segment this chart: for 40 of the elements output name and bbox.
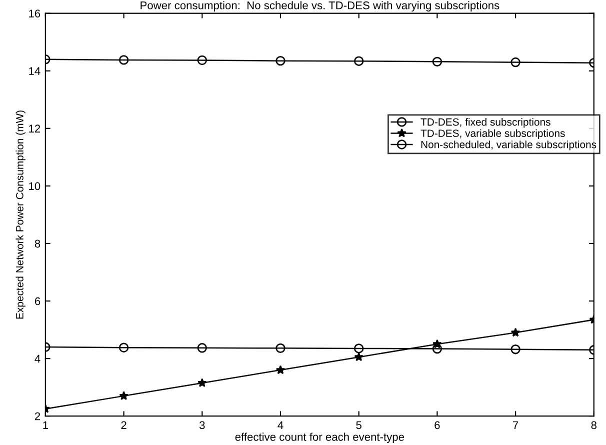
point (276, 343, 286, 354)
point (197, 378, 207, 388)
x-tick-label: 1 (43, 421, 48, 429)
y-tick-label: 10 (29, 182, 40, 190)
y-tick-label: 16 (29, 10, 40, 18)
x-tick-label: 5 (356, 421, 362, 430)
point (354, 344, 364, 354)
legend-label: TD-DES, variable subscriptions (420, 129, 565, 140)
x-tick-label: 6 (434, 421, 440, 430)
point (510, 57, 520, 68)
y-tick-label: 4 (34, 354, 40, 363)
y-tick-label: 2 (34, 412, 40, 420)
y-axis-title: Expected Network Power Consumption (mW) (16, 110, 26, 319)
y-tick-label: 14 (29, 67, 40, 75)
y-tick-label: 6 (34, 297, 40, 306)
point (510, 328, 520, 337)
chart-title: Power consumption: No schedule vs. TD-DES with varying subscriptions (140, 1, 500, 12)
y-tick-label: 12 (29, 124, 40, 132)
x-tick-label: 4 (278, 421, 284, 429)
point (276, 56, 286, 66)
legend-label: Non-scheduled, variable subscriptions (421, 140, 596, 150)
y-tick-label: 8 (34, 240, 40, 248)
point (432, 339, 442, 348)
x-axis-title: effective count for each event-type (235, 432, 404, 444)
point (276, 365, 286, 374)
point (432, 56, 442, 67)
x-tick-label: 7 (513, 421, 518, 429)
point (354, 352, 364, 362)
x-tick-label: 3 (199, 421, 205, 430)
x-tick-label: 2 (121, 421, 126, 429)
point (510, 344, 520, 354)
point (118, 342, 129, 352)
legend-label: TD-DES, fixed subscriptions (420, 118, 550, 128)
point (354, 56, 364, 66)
point (432, 344, 442, 354)
point (118, 55, 129, 65)
x-tick-label: 8 (591, 421, 596, 430)
point (197, 55, 208, 66)
point (119, 391, 128, 400)
point (197, 343, 208, 353)
